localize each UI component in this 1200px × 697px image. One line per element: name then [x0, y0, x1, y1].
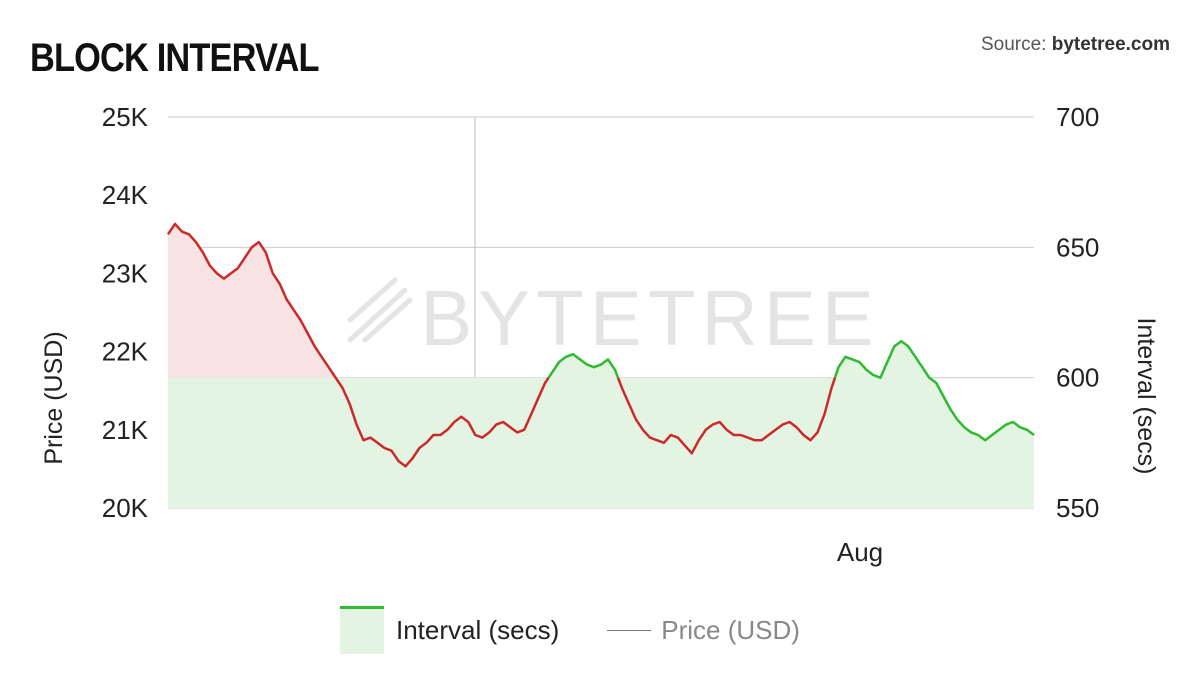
source-credit[interactable]: Source: bytetree.com	[981, 34, 1170, 56]
right-tick-label: 600	[1056, 363, 1099, 393]
left-axis-title: Price (USD)	[40, 331, 68, 464]
chart-title: BLOCK INTERVAL	[30, 36, 320, 80]
source-prefix: Source:	[980, 34, 1047, 55]
series-line-below[interactable]	[547, 352, 620, 379]
left-tick-label: 22K	[102, 337, 149, 367]
legend-interval-label[interactable]: Interval (secs)	[396, 614, 560, 645]
left-tick-label: 20K	[102, 493, 149, 523]
area-base-fill	[168, 377, 549, 508]
area-base-fill	[617, 377, 835, 508]
source-name[interactable]: bytetree.com	[1051, 34, 1170, 55]
left-tick-label: 23K	[102, 258, 149, 288]
chart-legend: Interval (secs) Price (USD)	[340, 606, 848, 654]
left-tick-label: 25K	[102, 102, 149, 132]
series-line-below[interactable]	[833, 339, 1035, 442]
right-axis-title: Interval (secs)	[1132, 318, 1160, 475]
right-tick-label: 650	[1056, 232, 1099, 262]
area-below-threshold	[835, 341, 1034, 508]
area-below-threshold	[548, 354, 618, 508]
left-tick-label: 21K	[102, 415, 149, 445]
legend-price-line[interactable]	[607, 629, 652, 631]
left-tick-label: 24K	[102, 180, 149, 210]
watermark-text: BYTETREE	[420, 274, 880, 362]
right-tick-label: 550	[1056, 493, 1099, 523]
series-line-above[interactable]	[616, 377, 837, 455]
right-tick-label: 700	[1056, 102, 1099, 132]
series-line-above[interactable]	[166, 222, 550, 468]
legend-price-label[interactable]: Price (USD)	[661, 614, 800, 645]
x-tick-label: Aug	[837, 537, 883, 567]
bytetree-watermark-icon	[347, 277, 413, 343]
legend-interval-swatch[interactable]	[340, 606, 384, 654]
